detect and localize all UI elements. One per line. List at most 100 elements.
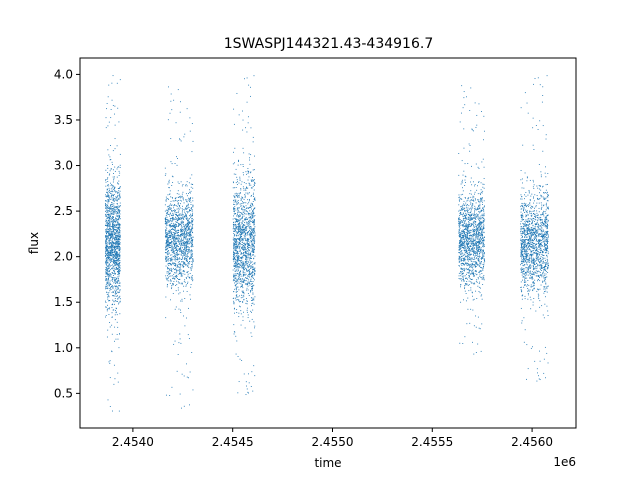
data-point (238, 210, 239, 212)
data-point (112, 224, 113, 225)
data-point (173, 251, 174, 253)
data-point (117, 227, 119, 229)
data-point (118, 170, 120, 172)
data-point (250, 250, 252, 252)
data-point (110, 191, 112, 192)
data-point (190, 183, 192, 185)
data-point (476, 189, 478, 191)
data-point (462, 252, 463, 254)
data-point (479, 292, 481, 294)
data-point (119, 242, 121, 244)
data-point (190, 197, 192, 198)
data-point (117, 246, 119, 248)
data-point (236, 283, 238, 285)
data-point (112, 257, 114, 259)
data-point (477, 251, 479, 253)
data-point (476, 252, 478, 254)
data-point (237, 219, 239, 221)
data-point (468, 274, 470, 276)
data-point (105, 196, 107, 197)
data-point (114, 238, 116, 240)
data-point (119, 186, 121, 188)
data-point (114, 291, 116, 292)
data-point (190, 229, 192, 231)
data-point (108, 231, 109, 233)
data-point (118, 241, 120, 242)
data-point (109, 250, 111, 252)
data-point (190, 238, 192, 240)
data-point (249, 274, 251, 276)
data-point (477, 214, 479, 216)
data-point (184, 262, 186, 264)
data-point (105, 269, 106, 271)
data-point (478, 103, 480, 105)
data-point (240, 324, 242, 326)
data-point (175, 198, 176, 200)
data-point (242, 239, 244, 241)
data-point (243, 265, 245, 267)
data-point (112, 279, 113, 280)
data-point (176, 243, 178, 245)
data-point (189, 258, 191, 260)
data-point (169, 247, 171, 249)
data-point (463, 91, 465, 93)
data-point (237, 250, 239, 252)
data-point (105, 219, 107, 221)
data-point (183, 232, 185, 234)
data-point (246, 259, 248, 261)
data-point (250, 265, 252, 267)
data-point (235, 238, 237, 239)
data-point (243, 247, 245, 249)
data-point (175, 219, 177, 221)
data-point (472, 199, 474, 201)
data-point (110, 228, 111, 230)
data-point (245, 188, 247, 190)
data-point (107, 274, 109, 276)
data-point (112, 227, 114, 228)
data-point (116, 200, 118, 202)
data-point (184, 273, 186, 275)
data-point (108, 361, 110, 363)
data-point (242, 271, 244, 273)
data-point (118, 284, 120, 286)
data-point (181, 193, 183, 195)
data-point (112, 194, 113, 196)
data-point (108, 191, 110, 193)
data-point (185, 225, 187, 227)
data-point (469, 238, 471, 240)
data-point (184, 246, 186, 248)
data-point (172, 200, 174, 202)
data-point (464, 225, 466, 227)
data-point (105, 280, 107, 282)
data-point (240, 286, 242, 288)
data-point (460, 240, 462, 242)
data-point (483, 251, 484, 253)
data-point (112, 238, 113, 240)
data-point (191, 221, 193, 223)
data-point (192, 219, 194, 221)
data-point (190, 213, 191, 215)
data-point (179, 236, 181, 238)
data-point (470, 241, 472, 243)
data-point (476, 215, 478, 217)
data-point (171, 225, 173, 227)
data-point (107, 237, 109, 239)
data-point (470, 237, 472, 239)
data-point (465, 267, 467, 269)
data-point (250, 208, 252, 210)
data-point (173, 239, 175, 241)
data-point (235, 295, 237, 296)
data-point (108, 207, 110, 209)
data-point (471, 218, 473, 220)
data-point (238, 299, 240, 301)
data-point (244, 231, 246, 233)
data-point (105, 242, 107, 244)
data-point (111, 350, 113, 352)
data-point (170, 217, 172, 219)
data-point (182, 233, 183, 235)
data-point (237, 252, 239, 254)
data-point (106, 248, 108, 250)
data-point (108, 217, 110, 219)
data-point (183, 136, 185, 138)
data-point (238, 265, 240, 267)
